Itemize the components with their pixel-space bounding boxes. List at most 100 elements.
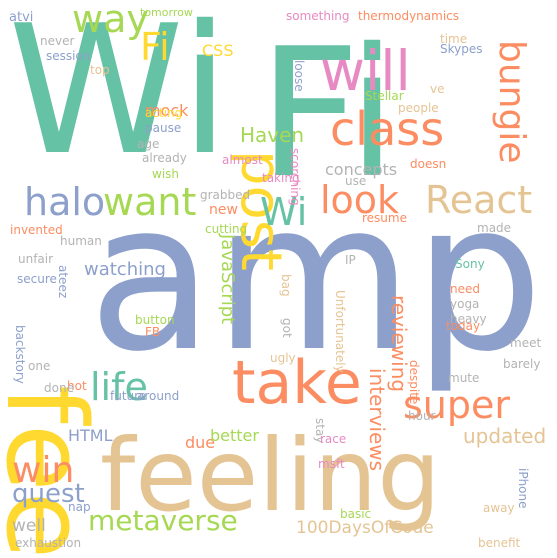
- word-fi: Fi: [140, 25, 170, 69]
- word-exhaustion: exhaustion: [15, 536, 81, 550]
- word-look: look: [320, 178, 399, 222]
- word-metaverse: metaverse: [88, 504, 238, 537]
- word-got: got: [280, 318, 294, 338]
- word-ateez: ateez: [56, 265, 70, 298]
- word-today: today: [446, 319, 480, 333]
- word-around: around: [137, 389, 179, 403]
- word-need: need: [450, 282, 480, 296]
- word-benefit: benefit: [478, 536, 521, 550]
- word-scorching: scorching: [288, 148, 302, 206]
- word-due: due: [185, 433, 215, 452]
- word-feeling: feeling: [100, 417, 441, 534]
- word-reviewing: reviewing: [387, 295, 411, 392]
- word-doesn: doesn: [410, 157, 446, 171]
- word-updated: updated: [463, 424, 546, 448]
- word-mute: mute: [448, 371, 479, 385]
- word-will: will: [320, 39, 411, 103]
- word-wi: Wi: [260, 190, 307, 234]
- word-basic: basic: [340, 507, 371, 521]
- word-stay: stay: [313, 418, 327, 443]
- word-class: class: [330, 102, 444, 156]
- word-tomorrow: tomorrow: [140, 6, 193, 19]
- word-watching: watching: [84, 259, 166, 280]
- word-made: made: [477, 221, 511, 235]
- word-iphone: iPhone: [516, 468, 530, 509]
- word-invented: invented: [10, 223, 63, 237]
- word-thermodynamics: thermodynamics: [358, 9, 459, 23]
- word-atvi: atvi: [9, 10, 33, 25]
- word-session: session: [46, 49, 90, 63]
- word-heavy: heavy: [450, 312, 487, 326]
- word-feel: feel: [0, 385, 110, 558]
- word-pause: pause: [145, 121, 181, 135]
- word-wi: Wi: [8, 0, 230, 194]
- word-amp: amp: [88, 159, 543, 397]
- word-already: already: [142, 151, 187, 165]
- word-race: race: [320, 432, 346, 446]
- word-life: life: [90, 365, 148, 409]
- word-bag: bag: [279, 274, 293, 297]
- word-secure: secure: [17, 272, 57, 286]
- word-away: away: [483, 501, 515, 515]
- word-done: done: [44, 381, 74, 395]
- word-post: post: [228, 150, 293, 271]
- word-despite: despite: [407, 360, 421, 404]
- word-barely: barely: [503, 357, 540, 371]
- word-win: win: [12, 450, 74, 491]
- word-halo: halo: [24, 180, 105, 224]
- word-backstory: backstory: [13, 325, 27, 384]
- word-grabbed: grabbed: [200, 188, 250, 202]
- word-ip: IP: [345, 253, 356, 267]
- word-almost: almost: [222, 153, 263, 167]
- word-resume: resume: [362, 211, 407, 225]
- word-well: well: [12, 516, 46, 536]
- word-haven: Haven: [240, 123, 304, 147]
- word-quest: quest: [12, 479, 85, 509]
- word-react: React: [425, 178, 532, 222]
- word-want: want: [103, 180, 196, 224]
- word-super: super: [403, 383, 510, 427]
- word-acting: acting: [145, 106, 182, 120]
- word-something: something: [286, 9, 350, 23]
- word-take: take: [232, 348, 362, 418]
- word-concepts: concepts: [325, 160, 397, 179]
- word-mock: mock: [145, 101, 189, 120]
- word-html: HTML: [68, 426, 113, 445]
- word-future: future: [110, 389, 146, 403]
- word-sony: Sony: [455, 257, 485, 271]
- word-hot: hot: [67, 379, 87, 393]
- word-way: way: [72, 0, 149, 41]
- word-wish: wish: [152, 167, 179, 181]
- word-hour: hour: [408, 409, 436, 423]
- word-msft: msft: [318, 457, 345, 471]
- word-fb: FB: [145, 325, 160, 339]
- word-stellar: Stellar: [365, 89, 404, 103]
- word-100daysofcode: 100DaysOfCode: [296, 518, 434, 538]
- word-javascript: JavaScript: [217, 233, 238, 324]
- word-ve: ve: [430, 82, 444, 96]
- word-time: time: [440, 32, 467, 46]
- word-bungie: bungie: [491, 40, 532, 164]
- word-better: better: [210, 426, 259, 445]
- word-new: new: [209, 202, 238, 218]
- word-skypes: Skypes: [440, 42, 483, 56]
- word-meet: meet: [510, 336, 541, 350]
- word-top: top: [90, 63, 110, 77]
- word-use: use: [345, 174, 366, 188]
- word-unfair: unfair: [18, 252, 53, 266]
- word-never: never: [40, 34, 74, 48]
- word-age: age: [137, 137, 159, 151]
- word-one: one: [28, 359, 50, 373]
- word-button: button: [135, 313, 175, 327]
- word-css: CSS: [202, 41, 233, 60]
- word-unfortunately: Unfortunately: [333, 290, 347, 373]
- word-human: human: [60, 234, 102, 248]
- word-interviews: interviews: [365, 368, 389, 471]
- word-fi: Fi: [258, 10, 397, 217]
- word-people: people: [398, 101, 439, 115]
- word-nap: nap: [68, 500, 91, 514]
- word-loose: loose: [292, 60, 306, 92]
- word-taking: taking: [262, 171, 300, 185]
